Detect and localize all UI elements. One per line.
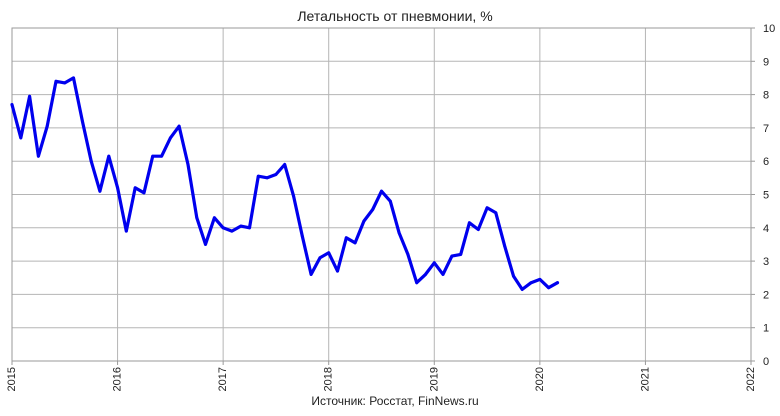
data-point bbox=[415, 281, 419, 285]
data-point bbox=[327, 251, 331, 255]
data-point bbox=[107, 154, 111, 158]
data-point bbox=[239, 224, 243, 228]
data-point bbox=[424, 273, 427, 276]
data-point bbox=[432, 261, 436, 265]
data-point bbox=[89, 159, 93, 163]
data-point bbox=[177, 124, 181, 128]
data-point bbox=[160, 154, 164, 158]
data-point bbox=[300, 234, 304, 238]
data-point bbox=[265, 176, 269, 180]
x-tick-label-2018: 2018 bbox=[323, 367, 335, 391]
data-point bbox=[520, 288, 524, 291]
x-tick-label-2020: 2020 bbox=[534, 367, 546, 391]
data-point bbox=[485, 206, 489, 210]
y-tick-label-5: 5 bbox=[763, 190, 769, 202]
y-tick-label-8: 8 bbox=[763, 90, 769, 102]
data-point bbox=[344, 236, 348, 240]
data-point bbox=[459, 253, 463, 256]
data-point bbox=[37, 154, 40, 158]
y-tick-label-7: 7 bbox=[763, 123, 769, 135]
data-point bbox=[248, 226, 251, 230]
data-point bbox=[72, 76, 75, 80]
y-tick-label-1: 1 bbox=[763, 323, 769, 335]
data-point bbox=[213, 216, 216, 220]
data-point bbox=[221, 226, 225, 230]
chart-title: Летальность от пневмонии, % bbox=[297, 8, 492, 24]
data-point bbox=[529, 281, 533, 285]
data-point bbox=[283, 163, 287, 166]
x-tick-label-2021: 2021 bbox=[639, 367, 651, 391]
data-point bbox=[406, 253, 410, 256]
data-point bbox=[538, 278, 542, 281]
data-point bbox=[169, 136, 172, 140]
data-point bbox=[54, 79, 58, 83]
data-point bbox=[186, 163, 190, 166]
data-point bbox=[230, 229, 234, 233]
data-point bbox=[547, 286, 550, 290]
data-point bbox=[81, 119, 84, 123]
x-tick-label-2019: 2019 bbox=[428, 367, 440, 391]
y-tick-label-2: 2 bbox=[763, 289, 769, 301]
data-point bbox=[362, 219, 366, 223]
data-point bbox=[503, 244, 507, 248]
data-point bbox=[450, 254, 454, 258]
data-point bbox=[512, 274, 515, 278]
data-point bbox=[151, 154, 155, 158]
data-point bbox=[45, 124, 49, 128]
y-tick-label-4: 4 bbox=[763, 223, 769, 235]
data-point bbox=[468, 221, 471, 225]
data-point bbox=[476, 228, 480, 231]
data-point bbox=[397, 231, 401, 235]
series-group bbox=[10, 76, 560, 291]
data-point bbox=[388, 199, 392, 203]
data-point bbox=[371, 208, 375, 211]
data-point bbox=[98, 189, 102, 193]
y-axis-ticks: 0 1 2 3 4 5 6 7 8 9 10 bbox=[751, 23, 775, 368]
x-tick-label-2016: 2016 bbox=[112, 367, 124, 391]
y-tick-label-0: 0 bbox=[763, 356, 769, 368]
data-point bbox=[353, 241, 357, 245]
data-point bbox=[124, 229, 128, 233]
data-point bbox=[63, 81, 67, 85]
data-point bbox=[309, 273, 313, 276]
data-point bbox=[441, 273, 445, 276]
data-point bbox=[116, 186, 119, 190]
data-point bbox=[274, 173, 278, 176]
data-point bbox=[336, 269, 339, 273]
y-tick-label-3: 3 bbox=[763, 256, 769, 268]
y-tick-label-10: 10 bbox=[763, 23, 775, 35]
x-tick-label-2017: 2017 bbox=[217, 367, 229, 391]
y-tick-label-6: 6 bbox=[763, 156, 769, 168]
source-note: Источник: Росстат, FinNews.ru bbox=[311, 394, 478, 408]
y-tick-label-9: 9 bbox=[763, 56, 769, 68]
x-axis-ticks: 2015 2016 2017 2018 2019 2020 2021 2022 bbox=[6, 361, 757, 391]
data-point bbox=[256, 174, 260, 178]
data-point bbox=[10, 103, 14, 106]
data-point bbox=[380, 189, 383, 193]
data-point bbox=[494, 211, 498, 215]
x-tick-label-2015: 2015 bbox=[6, 367, 18, 391]
data-point bbox=[556, 281, 559, 285]
data-point bbox=[28, 94, 31, 98]
data-point bbox=[195, 216, 199, 220]
x-tick-label-2022: 2022 bbox=[745, 367, 757, 391]
data-point bbox=[142, 191, 146, 195]
data-point bbox=[318, 256, 322, 260]
data-point bbox=[133, 186, 137, 190]
data-point bbox=[292, 194, 295, 198]
data-point bbox=[19, 136, 23, 140]
data-point bbox=[204, 243, 207, 246]
